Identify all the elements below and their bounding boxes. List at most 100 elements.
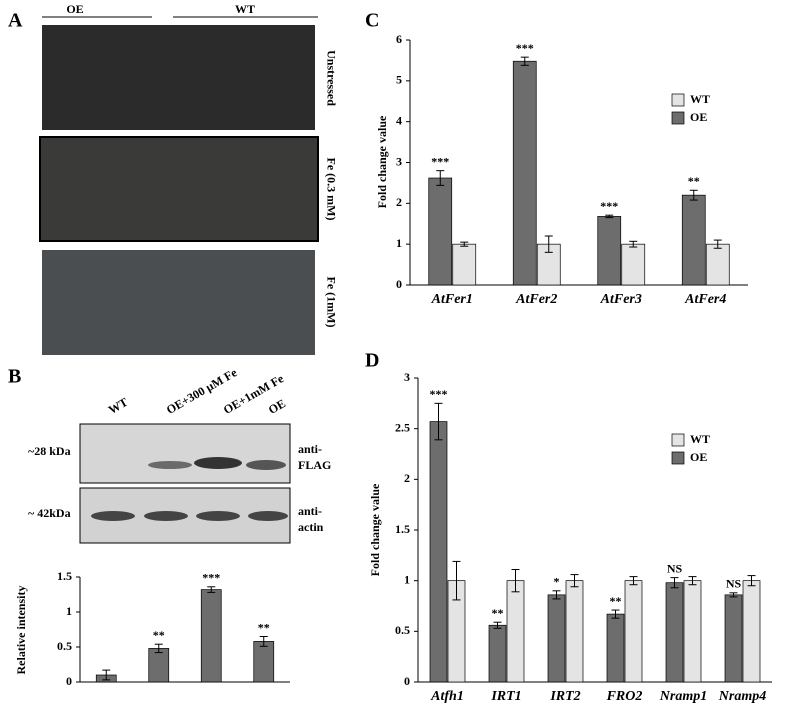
x-tick-label: AtFer3 — [600, 292, 642, 307]
significance-label: ** — [688, 174, 700, 188]
bar — [683, 580, 702, 683]
significance-label: *** — [431, 154, 449, 168]
y-tick-label: 1 — [66, 604, 72, 618]
bar — [429, 421, 448, 683]
y-tick-label: 0 — [66, 674, 72, 688]
bar — [452, 243, 477, 286]
x-tick-label: Nramp1 — [659, 689, 707, 704]
legend-swatch — [671, 433, 685, 447]
bar — [621, 243, 646, 286]
y-tick-label: 0.5 — [395, 623, 410, 637]
y-tick-label: 3 — [404, 370, 410, 384]
bar — [606, 613, 625, 683]
significance-label: NS — [726, 577, 742, 591]
bar — [148, 648, 170, 683]
x-tick-label: AtFer2 — [515, 292, 557, 307]
significance-label: *** — [600, 199, 618, 213]
antibody-label: anti- — [298, 442, 322, 456]
y-tick-label: 1 — [404, 572, 410, 586]
x-tick-label: AtFer1 — [431, 292, 473, 307]
bar — [681, 194, 706, 286]
condition-label: Fe (0.3 mM) — [324, 158, 338, 221]
photo — [39, 136, 319, 242]
significance-label: ** — [492, 606, 504, 620]
y-tick-label: 1.5 — [57, 569, 72, 583]
panel-label: C — [365, 10, 379, 32]
panel-label: A — [8, 10, 23, 32]
photo — [42, 250, 315, 355]
bar — [705, 243, 730, 286]
band — [144, 511, 188, 521]
y-tick-label: 0 — [396, 277, 402, 291]
significance-label: * — [554, 575, 560, 589]
lane-label: OE — [266, 396, 288, 417]
legend-swatch — [671, 111, 685, 125]
bar — [253, 641, 275, 683]
bar — [428, 177, 453, 286]
bar — [506, 580, 525, 683]
x-tick-label: IRT1 — [490, 689, 521, 704]
y-tick-label: 2 — [404, 471, 410, 485]
legend-label: OE — [690, 450, 707, 464]
condition-label: Fe (1mM) — [324, 277, 338, 328]
photo — [42, 25, 315, 130]
bar — [488, 624, 507, 683]
bar — [665, 582, 684, 683]
band — [91, 511, 135, 521]
significance-label: ** — [610, 594, 622, 608]
significance-label: *** — [516, 41, 534, 55]
y-tick-label: 2.5 — [395, 420, 410, 434]
y-tick-label: 4 — [396, 113, 402, 127]
x-tick-label: FRO2 — [606, 689, 643, 704]
bar — [742, 580, 761, 683]
y-tick-label: 2 — [396, 195, 402, 209]
bar — [200, 589, 222, 683]
bar — [624, 580, 643, 683]
bar — [597, 216, 622, 286]
y-tick-label: 6 — [396, 32, 402, 46]
y-tick-label: 0 — [404, 674, 410, 688]
significance-label: ** — [258, 620, 270, 634]
significance-label: NS — [667, 561, 683, 575]
legend-swatch — [671, 93, 685, 107]
antibody-label: actin — [298, 520, 324, 534]
legend-label: WT — [690, 92, 710, 106]
band — [248, 511, 288, 521]
bar — [547, 594, 566, 683]
condition-label: Unstressed — [324, 50, 338, 106]
band — [194, 457, 242, 469]
y-tick-label: 1.5 — [395, 522, 410, 536]
band — [196, 511, 240, 521]
group-label: WT — [235, 2, 255, 16]
y-tick-label: 3 — [396, 154, 402, 168]
band — [148, 461, 192, 469]
x-tick-label: Nramp4 — [718, 689, 766, 704]
bar — [512, 60, 537, 286]
lane-label: WT — [106, 395, 130, 417]
antibody-label: anti- — [298, 504, 322, 518]
x-tick-label: Atfh1 — [430, 689, 464, 704]
panel-label: B — [8, 366, 21, 388]
x-tick-label: IRT2 — [549, 689, 580, 704]
band — [246, 460, 286, 470]
y-axis-title: Relative intensity — [14, 586, 28, 675]
size-label: ~28 kDa — [28, 444, 71, 458]
y-axis-title: Fold change value — [368, 483, 382, 576]
legend-label: OE — [690, 110, 707, 124]
bar — [565, 580, 584, 683]
legend-swatch — [671, 451, 685, 465]
x-tick-label: AtFer4 — [684, 292, 726, 307]
blot — [79, 423, 291, 484]
panel-label: D — [365, 350, 379, 372]
y-axis-title: Fold change value — [375, 115, 389, 208]
significance-label: ** — [153, 628, 165, 642]
significance-label: *** — [202, 571, 220, 585]
legend-label: WT — [690, 432, 710, 446]
size-label: ~ 42kDa — [28, 506, 71, 520]
y-tick-label: 0.5 — [57, 639, 72, 653]
significance-label: *** — [430, 387, 448, 401]
group-label: OE — [66, 2, 83, 16]
bar — [724, 594, 743, 683]
y-tick-label: 1 — [396, 236, 402, 250]
